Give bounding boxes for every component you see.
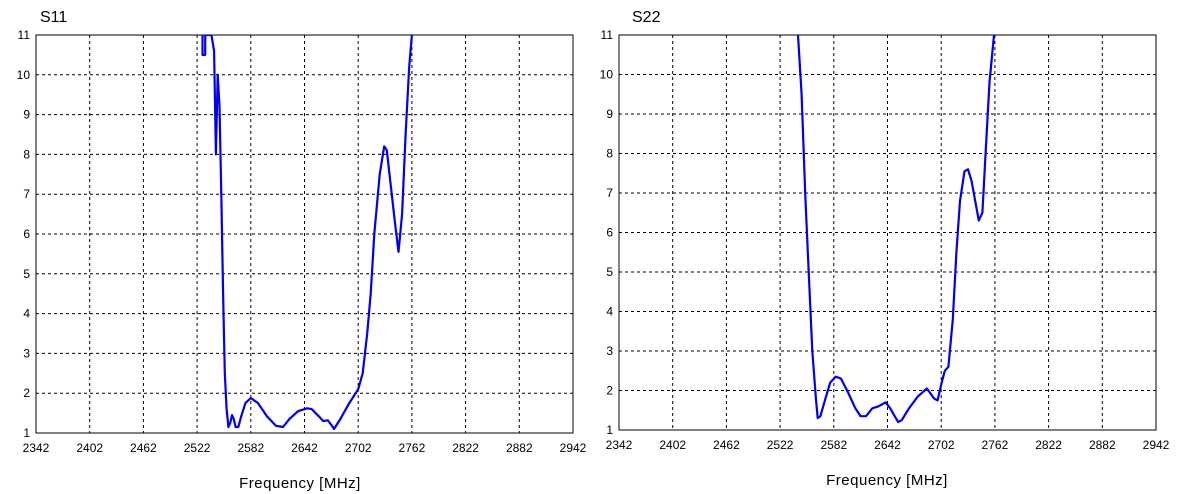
y-tick-label: 11 <box>601 28 614 42</box>
plot-frame <box>35 34 574 434</box>
x-tick-label: 2522 <box>184 441 211 455</box>
chart-title: S22 <box>632 9 661 26</box>
x-tick-label: 2402 <box>659 438 686 452</box>
y-tick-label: 1 <box>23 426 30 440</box>
y-tick-label: 4 <box>606 305 613 319</box>
y-tick-label: 5 <box>606 265 613 279</box>
chart-title: S11 <box>40 9 67 26</box>
plot-frame <box>618 34 1157 431</box>
y-tick-label: 8 <box>23 147 30 161</box>
x-tick-label: 2762 <box>982 438 1009 452</box>
y-tick-label: 8 <box>606 147 613 161</box>
y-tick-label: 9 <box>23 108 30 122</box>
y-tick-label: 10 <box>600 68 614 82</box>
x-tick-label: 2582 <box>820 438 847 452</box>
x-tick-label: 2882 <box>506 441 533 455</box>
y-tick-label: 6 <box>23 227 30 241</box>
x-axis-label: Frequency [MHz] <box>826 472 948 489</box>
y-tick-label: 6 <box>606 226 613 240</box>
y-tick-label: 2 <box>23 386 30 400</box>
y-tick-label: 3 <box>23 346 30 360</box>
y-tick-label: 7 <box>23 187 30 201</box>
x-tick-label: 2882 <box>1089 438 1116 452</box>
x-tick-label: 2342 <box>23 441 50 455</box>
x-tick-label: 2702 <box>928 438 955 452</box>
chart-panel-s11: S11 1 2 3 4 5 6 7 8 9 10 11 2342 2402 2462 2522 2582 2642… <box>17 9 587 492</box>
y-tick-label: 11 <box>18 28 31 42</box>
x-tick-label: 2462 <box>130 441 157 455</box>
x-tick-label: 2582 <box>237 441 264 455</box>
x-tick-label: 2462 <box>713 438 740 452</box>
x-tick-label: 2822 <box>1035 438 1062 452</box>
x-tick-label: 2642 <box>291 441 318 455</box>
x-tick-label: 2942 <box>1143 438 1170 452</box>
x-axis-label: Frequency [MHz] <box>239 475 361 492</box>
y-tick-label: 9 <box>606 107 613 121</box>
x-tick-label: 2402 <box>76 441 103 455</box>
series-line-s22 <box>796 35 996 424</box>
series-line-s11 <box>201 35 413 431</box>
y-tick-label: 7 <box>606 186 613 200</box>
x-tick-label: 2822 <box>452 441 479 455</box>
x-tick-label: 2642 <box>874 438 901 452</box>
y-tick-label: 2 <box>606 384 613 398</box>
y-tick-label: 4 <box>23 307 30 321</box>
x-tick-label: 2342 <box>606 438 633 452</box>
x-tick-label: 2942 <box>560 441 587 455</box>
x-tick-label: 2702 <box>345 441 372 455</box>
x-tick-label: 2522 <box>767 438 794 452</box>
y-tick-label: 10 <box>17 68 31 82</box>
y-tick-label: 3 <box>606 344 613 358</box>
chart-panel-s22: S22 1 2 3 4 5 6 7 8 9 10 11 2342 2402 2462 2522 2582 2642… <box>600 9 1170 489</box>
y-tick-label: 1 <box>606 423 613 437</box>
y-tick-label: 5 <box>23 267 30 281</box>
x-tick-label: 2762 <box>399 441 426 455</box>
